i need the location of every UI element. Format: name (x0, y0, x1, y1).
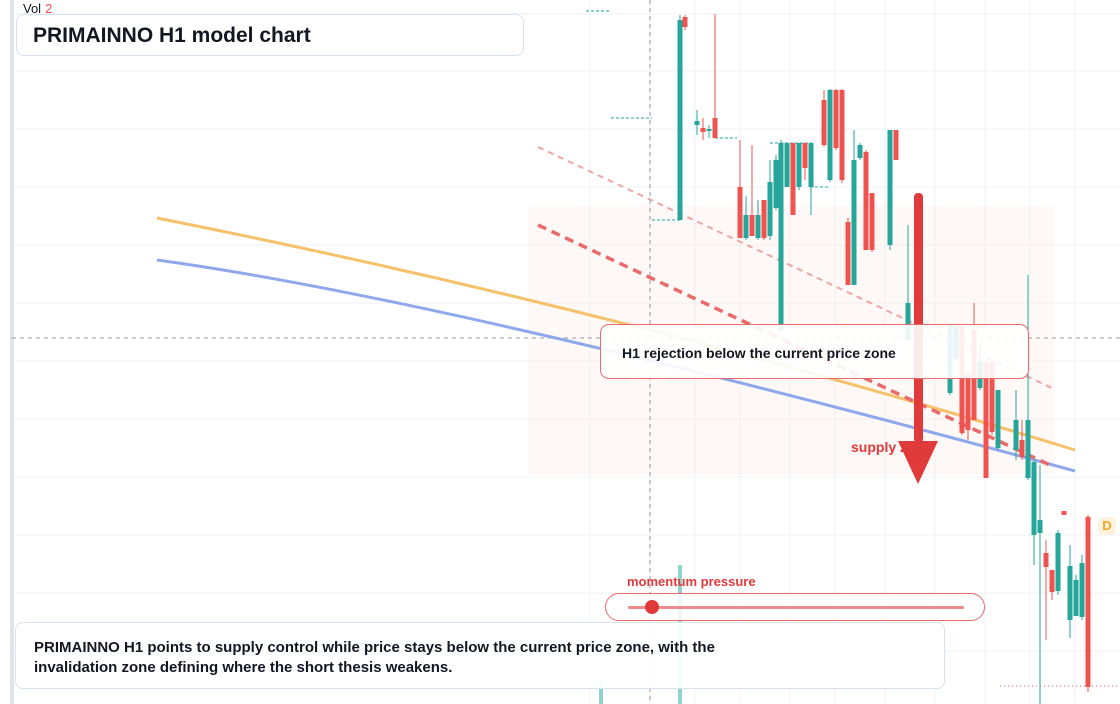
candlestick (706, 125, 712, 138)
candlestick (755, 200, 761, 240)
volume-indicator-label: Vol 2 (23, 1, 52, 16)
candlestick (833, 89, 839, 150)
candlestick (784, 143, 790, 187)
candlestick (1037, 465, 1043, 704)
candlestick (1043, 540, 1049, 640)
candlestick (743, 196, 749, 240)
candlestick (737, 140, 743, 238)
candlestick (983, 360, 989, 478)
candlestick (887, 130, 893, 250)
candlestick (893, 130, 899, 160)
candlestick (682, 15, 688, 30)
candlestick (1055, 530, 1061, 595)
candlestick (965, 370, 971, 440)
candlestick (869, 193, 875, 252)
candlestick (694, 110, 700, 135)
candlestick (905, 225, 911, 340)
momentum-knob (644, 600, 659, 614)
volume-value: 2 (45, 1, 53, 16)
candlestick (700, 118, 706, 140)
candlestick (712, 14, 718, 138)
candlestick (1025, 275, 1031, 480)
candlestick (778, 140, 784, 330)
candlestick (808, 143, 814, 215)
candlestick (790, 143, 796, 215)
rejection-text: H1 rejection below the current price zon… (622, 345, 896, 361)
supply-zone-label: supply zone (851, 439, 932, 455)
candlestick (761, 200, 767, 240)
candlestick (1049, 570, 1055, 600)
orange-moving-average (156, 216, 1076, 452)
volume-bar (599, 680, 603, 704)
candlestick (1079, 555, 1085, 620)
rejection-callout: H1 rejection below the current price zon… (600, 324, 1029, 379)
candlestick (827, 89, 833, 182)
candlestick (1085, 515, 1091, 692)
candlestick (851, 130, 857, 285)
candlestick (677, 15, 683, 220)
candlestick (1019, 420, 1025, 460)
chart-title: PRIMAINNO H1 model chart (33, 24, 311, 47)
title-panel: PRIMAINNO H1 model chart (16, 14, 524, 56)
candlestick (1061, 511, 1067, 515)
candlestick (773, 155, 779, 210)
candlestick (749, 145, 755, 236)
candlestick (839, 89, 845, 183)
supply-down-arrow (898, 193, 938, 484)
candlestick (1067, 545, 1073, 638)
candlestick (1013, 390, 1019, 460)
momentum-pressure-gauge (605, 593, 985, 621)
volume-label: Vol (23, 1, 42, 16)
summary-text: PRIMAINNO H1 points to supply control wh… (34, 639, 715, 676)
summary-panel: PRIMAINNO H1 points to supply control wh… (15, 622, 945, 689)
candlestick (821, 90, 827, 147)
candlestick (796, 143, 802, 190)
candlestick (845, 218, 851, 285)
candlestick (863, 150, 869, 250)
candlestick (767, 160, 773, 240)
momentum-label: momentum pressure (627, 574, 756, 589)
candlestick (857, 143, 863, 160)
candlestick (802, 143, 808, 180)
blue-moving-average (156, 258, 1076, 473)
candlestick (995, 390, 1001, 450)
candlestick (1073, 575, 1079, 616)
candlestick (1031, 460, 1037, 565)
dividend-badge[interactable]: D (1098, 517, 1116, 535)
momentum-track (628, 606, 964, 609)
